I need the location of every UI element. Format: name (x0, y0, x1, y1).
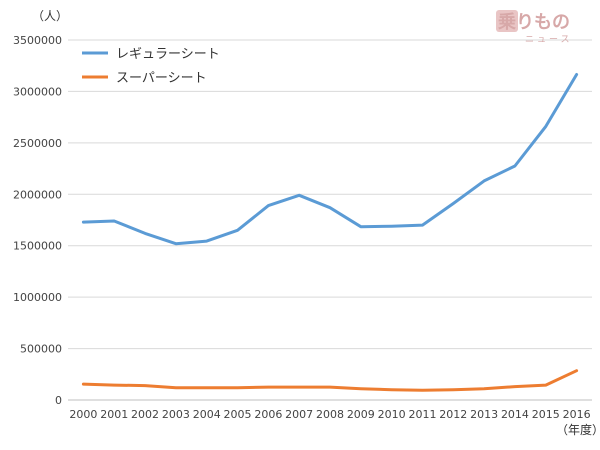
legend-label-2: スーパーシート (116, 71, 207, 86)
x-unit-label: （年度） (556, 422, 600, 437)
logo-main-text: 乗りもの (498, 12, 570, 33)
series-line-2 (81, 369, 579, 392)
x-tick-label: 2012 (439, 408, 467, 421)
x-tick-label: 2011 (408, 408, 436, 421)
legend-label-1: レギュラーシート (116, 47, 220, 62)
x-tick-label: 2000 (69, 408, 97, 421)
grid-lines (68, 39, 592, 401)
x-tick-label: 2005 (224, 408, 252, 421)
x-tick-label: 2015 (532, 408, 560, 421)
x-tick-label: 2001 (100, 408, 128, 421)
x-tick-label: 2004 (193, 408, 221, 421)
x-tick-label: 2010 (378, 408, 406, 421)
y-tick-label: 1500000 (13, 240, 62, 253)
y-tick-label: 2500000 (13, 137, 62, 150)
series-lines (81, 73, 579, 392)
y-tick-label: 0 (55, 394, 62, 407)
x-tick-label: 2016 (563, 408, 591, 421)
y-tick-label: 3500000 (13, 34, 62, 47)
x-tick-label: 2014 (501, 408, 529, 421)
series-line-1 (81, 73, 579, 246)
x-axis-ticks: 2000 2001 2002 2003 2004 2005 2006 2007 2008 2009… (69, 408, 590, 421)
x-tick-label: 2013 (470, 408, 498, 421)
y-tick-label: 3000000 (13, 85, 62, 98)
y-tick-label: 500000 (20, 343, 62, 356)
x-tick-label: 2006 (254, 408, 282, 421)
x-tick-label: 2008 (316, 408, 344, 421)
x-tick-label: 2009 (347, 408, 375, 421)
y-unit-label: （人） (32, 9, 68, 23)
y-axis-ticks: 0 500000 1000000 1500000 2000000 2500000 30000… (13, 34, 62, 407)
y-tick-label: 1000000 (13, 291, 62, 304)
brand-logo: 乗りもの ニュース (496, 10, 573, 45)
y-tick-label: 2000000 (13, 188, 62, 201)
x-tick-label: 2002 (131, 408, 159, 421)
x-tick-label: 2003 (162, 408, 190, 421)
logo-sub-text: ニュース (525, 35, 573, 45)
x-tick-label: 2007 (285, 408, 313, 421)
